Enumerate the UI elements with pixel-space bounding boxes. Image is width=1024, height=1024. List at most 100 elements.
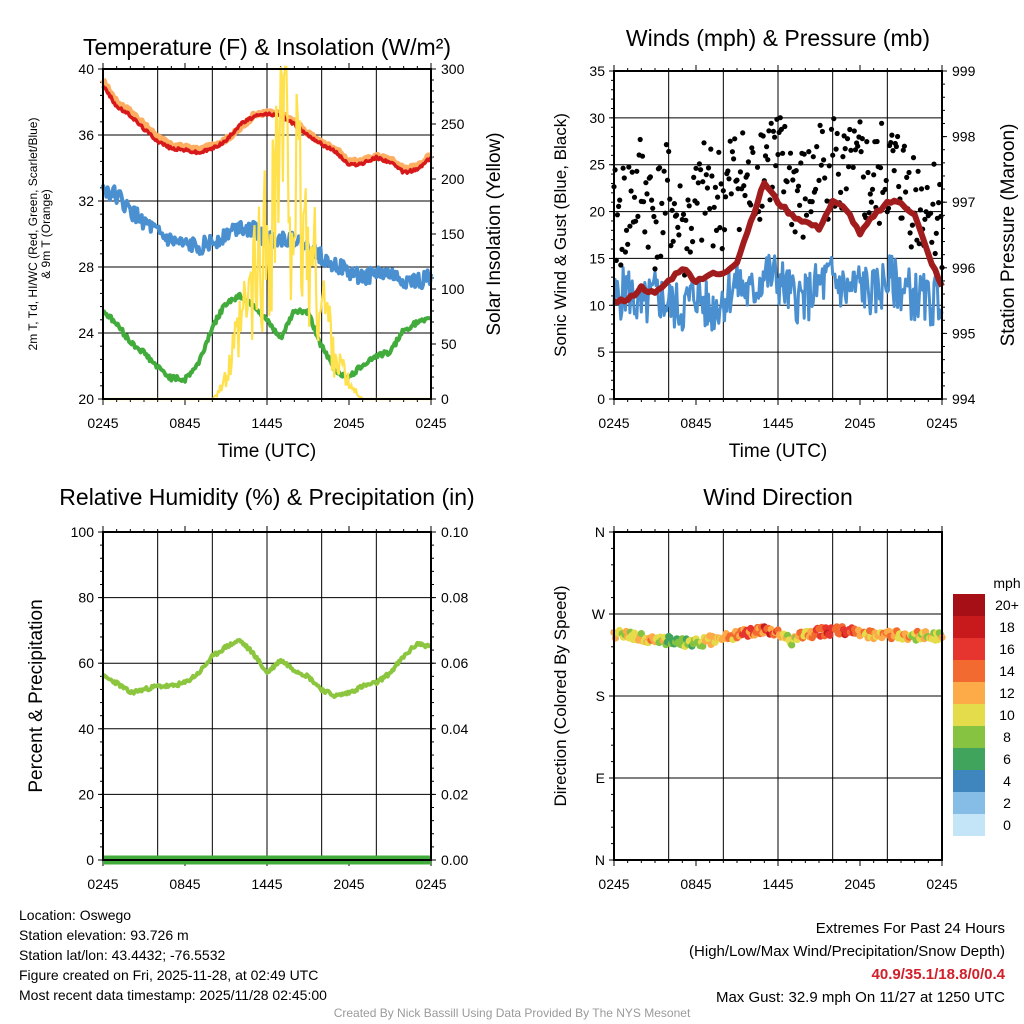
gust-point — [901, 143, 908, 149]
gust-point — [622, 249, 629, 255]
gust-point — [930, 201, 936, 207]
series-line-3 — [102, 291, 432, 384]
gust-point — [830, 152, 836, 158]
gust-point — [843, 186, 849, 192]
gust-point — [838, 189, 844, 195]
gust-point — [798, 160, 804, 166]
series-line-rh — [101, 638, 433, 699]
legend-swatch — [953, 682, 985, 704]
gust-point — [907, 230, 913, 236]
gust-point — [637, 136, 643, 143]
gust-point — [618, 262, 624, 268]
legend-swatch — [953, 704, 985, 726]
gust-point — [736, 226, 742, 233]
gust-point — [787, 150, 794, 156]
gust-point — [710, 243, 716, 249]
y-tick-label: S — [596, 688, 605, 704]
gust-point — [871, 172, 877, 178]
gust-point — [685, 197, 691, 203]
gust-point — [631, 194, 638, 200]
gust-point — [658, 253, 664, 259]
x-tick-label: 0245 — [415, 876, 446, 892]
gust-point — [732, 136, 738, 142]
y2-tick-label: 250 — [441, 116, 465, 132]
extremes-values: 40.9/35.1/18.8/0/0.4 — [871, 966, 1005, 983]
gust-point — [819, 128, 826, 135]
gust-point — [790, 177, 796, 183]
x-tick-label: 1445 — [251, 876, 282, 892]
gust-point — [712, 184, 719, 190]
gust-point — [810, 154, 816, 160]
gust-point — [864, 139, 870, 145]
y-tick-label: 20 — [78, 391, 94, 407]
gust-point — [643, 180, 649, 186]
gust-point — [858, 149, 864, 155]
legend-label: 16 — [999, 641, 1015, 657]
gust-point — [719, 246, 725, 252]
gust-point — [781, 189, 787, 195]
gust-point — [797, 202, 803, 208]
gust-point — [809, 199, 815, 205]
gust-point — [844, 136, 851, 142]
gust-point — [674, 212, 680, 218]
y-axis-label-right: Solar Insolation (Yellow) — [484, 132, 505, 335]
chart-title: Relative Humidity (%) & Precipitation (i… — [59, 484, 474, 510]
gust-point — [793, 168, 799, 174]
gust-point — [922, 216, 928, 222]
gust-point — [675, 224, 681, 230]
gust-point — [728, 191, 734, 197]
extremes-subtitle: (High/Low/Max Wind/Precipitation/Snow De… — [689, 943, 1005, 960]
y-tick-label: 25 — [589, 157, 605, 173]
legend-swatch — [953, 638, 985, 660]
gust-point — [652, 266, 658, 272]
gust-point — [835, 171, 842, 177]
legend-swatch — [953, 726, 985, 748]
x-tick-label: 0245 — [598, 415, 629, 431]
gust-point — [663, 142, 670, 148]
gust-point — [784, 179, 790, 185]
series-line-wind — [612, 253, 944, 332]
gust-point — [821, 157, 827, 163]
gust-point — [915, 168, 921, 174]
gust-point — [688, 225, 695, 231]
y-tick-label: 30 — [589, 110, 605, 126]
gust-point — [765, 157, 771, 163]
gust-point — [690, 239, 696, 245]
gust-point — [700, 179, 706, 185]
credit-text: Created By Nick Bassill Using Data Provi… — [333, 1006, 691, 1020]
gust-point — [869, 186, 876, 192]
y-axis-label-left: Direction (Colored By Speed) — [551, 585, 570, 806]
y-tick-label: 40 — [78, 61, 94, 77]
x-tick-label: 1445 — [762, 876, 793, 892]
gust-point — [741, 183, 747, 189]
gust-point — [727, 138, 733, 144]
gust-point — [623, 227, 630, 233]
y-tick-label: 32 — [78, 193, 94, 209]
gust-point — [644, 191, 650, 197]
y2-tick-label: 998 — [952, 129, 976, 145]
gust-point — [693, 165, 699, 171]
legend-label: 10 — [999, 707, 1015, 723]
gust-point — [909, 222, 916, 228]
gust-point — [846, 164, 852, 170]
gust-point — [917, 207, 924, 213]
gust-point — [740, 130, 746, 136]
gust-point — [669, 207, 675, 213]
direction-point — [747, 624, 755, 633]
gust-point — [822, 175, 828, 181]
gust-point — [903, 189, 909, 195]
gust-point — [749, 145, 755, 151]
gust-point — [726, 176, 732, 182]
gust-point — [653, 219, 659, 225]
y-axis-label-right: Station Pressure (Maroon) — [998, 124, 1019, 347]
gust-point — [745, 159, 752, 165]
legend-label: 4 — [1003, 773, 1011, 789]
gust-point — [757, 216, 763, 222]
legend-label: 14 — [999, 663, 1015, 679]
gust-point — [828, 126, 835, 132]
y-tick-label: 80 — [78, 590, 94, 606]
gust-point — [642, 229, 648, 235]
gust-point — [731, 156, 737, 162]
x-tick-label: 2045 — [844, 876, 875, 892]
